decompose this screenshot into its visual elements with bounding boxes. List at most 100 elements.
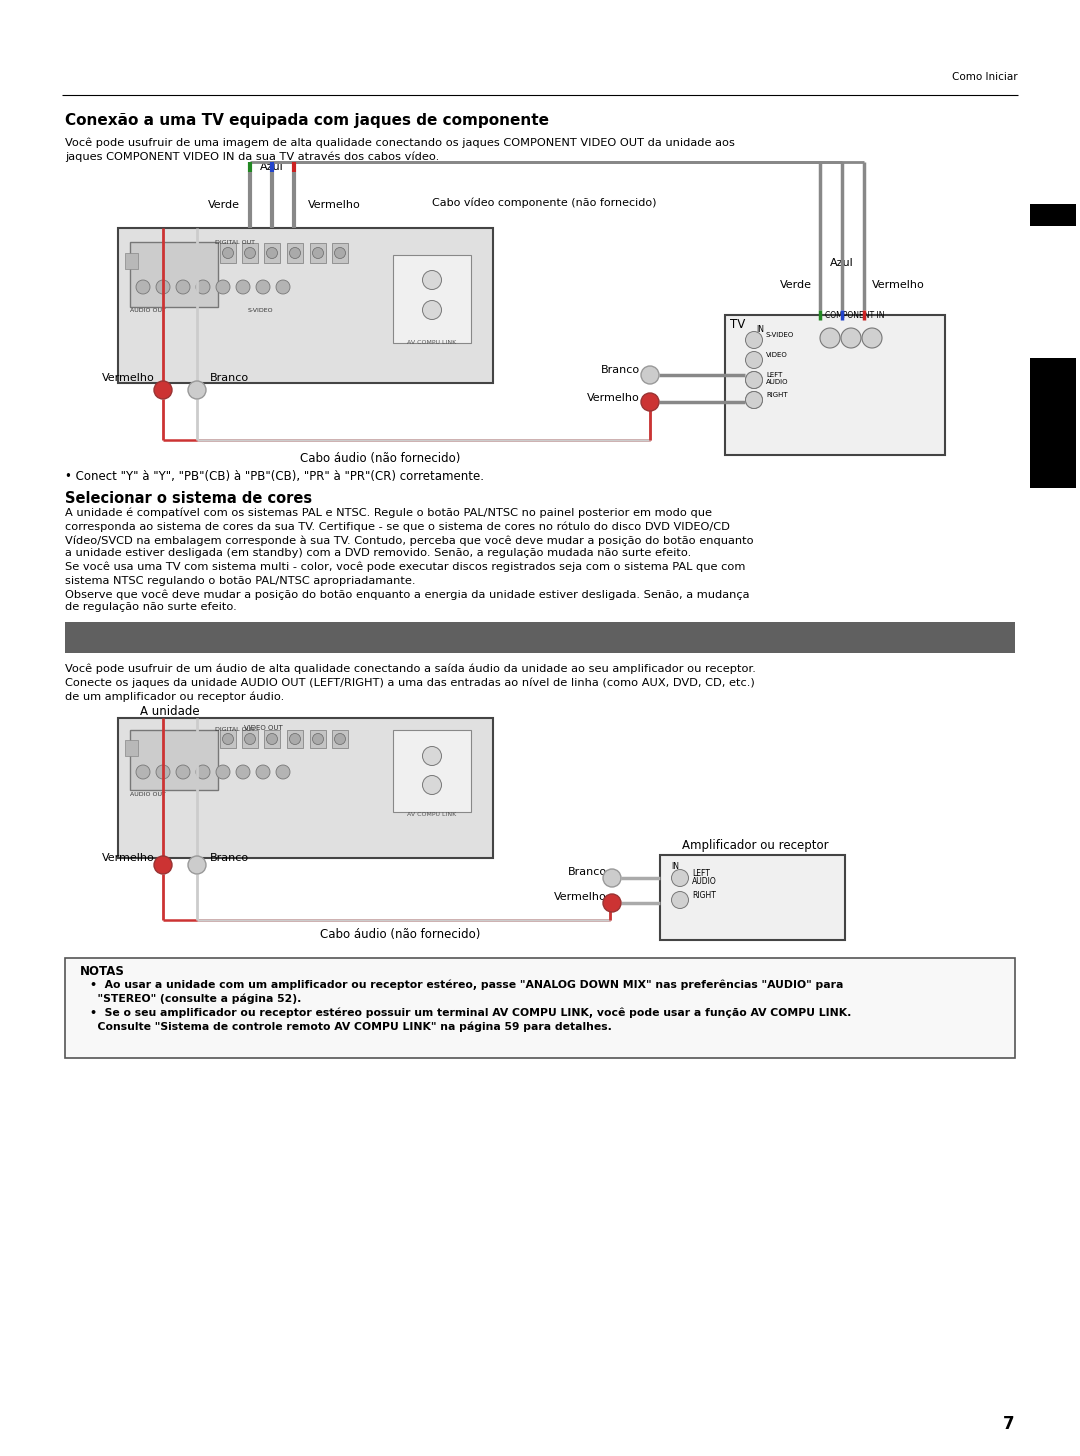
Text: Branco: Branco <box>568 866 607 877</box>
Circle shape <box>267 734 278 744</box>
Circle shape <box>289 248 300 259</box>
Text: Branco: Branco <box>210 373 249 383</box>
Text: • Conect "Y" à "Y", "PB"(CB) à "PB"(CB), "PR" à "PR"(CR) corretamente.: • Conect "Y" à "Y", "PB"(CB) à "PB"(CB),… <box>65 470 484 483</box>
Circle shape <box>862 328 882 348</box>
Bar <box>242 729 258 748</box>
Bar <box>130 242 218 307</box>
Text: VIDEO OUT: VIDEO OUT <box>244 725 282 731</box>
Text: AUDIO: AUDIO <box>766 379 788 384</box>
Text: Observe que você deve mudar a posição do botão enquanto a energia da unidade est: Observe que você deve mudar a posição do… <box>65 590 750 600</box>
Circle shape <box>195 280 210 294</box>
Text: Vermelho: Vermelho <box>872 280 924 290</box>
Text: Conectar a um amplificador/receptor áudio estéreo: Conectar a um amplificador/receptor áudi… <box>73 629 591 648</box>
Bar <box>332 243 348 264</box>
Text: Conecte os jaques da unidade AUDIO OUT (LEFT/RIGHT) a uma das entradas ao nível : Conecte os jaques da unidade AUDIO OUT (… <box>65 677 755 687</box>
Bar <box>393 255 471 344</box>
Text: Azul: Azul <box>831 258 854 268</box>
Text: Cabo áudio (não fornecido): Cabo áudio (não fornecido) <box>320 927 481 941</box>
Text: Amplificador ou receptor: Amplificador ou receptor <box>681 839 828 852</box>
Circle shape <box>136 764 150 779</box>
Text: Branco: Branco <box>600 365 640 376</box>
Text: AUDIO: AUDIO <box>692 877 717 885</box>
Circle shape <box>745 392 762 409</box>
Circle shape <box>188 856 206 874</box>
Text: TV: TV <box>730 317 745 331</box>
Circle shape <box>642 393 659 411</box>
Text: Vermelho: Vermelho <box>308 199 361 210</box>
Text: Cabo vídeo componente (não fornecido): Cabo vídeo componente (não fornecido) <box>432 197 657 208</box>
Text: Vermelho: Vermelho <box>103 373 156 383</box>
Circle shape <box>156 764 170 779</box>
Text: sistema NTSC regulando o botão PAL/NTSC apropriadamante.: sistema NTSC regulando o botão PAL/NTSC … <box>65 575 416 585</box>
Text: AV COMPU LINK: AV COMPU LINK <box>407 812 457 817</box>
Bar <box>287 729 303 748</box>
Bar <box>660 855 845 941</box>
Circle shape <box>745 351 762 368</box>
Bar <box>332 729 348 748</box>
Circle shape <box>745 332 762 348</box>
Circle shape <box>312 248 324 259</box>
Text: LEFT: LEFT <box>692 868 710 878</box>
Text: Vermelho: Vermelho <box>554 893 607 903</box>
Text: RIGHT: RIGHT <box>692 891 716 900</box>
Bar <box>393 729 471 812</box>
Circle shape <box>256 280 270 294</box>
Text: NOTAS: NOTAS <box>80 965 125 978</box>
Circle shape <box>176 280 190 294</box>
Text: S-VIDEO: S-VIDEO <box>247 309 273 313</box>
Circle shape <box>642 365 659 384</box>
Circle shape <box>244 248 256 259</box>
Circle shape <box>136 280 150 294</box>
Circle shape <box>603 894 621 911</box>
Text: RIGHT: RIGHT <box>766 392 787 397</box>
Circle shape <box>154 856 172 874</box>
Bar <box>220 729 237 748</box>
Circle shape <box>256 764 270 779</box>
Text: Se você usa uma TV com sistema multi - color, você pode executar discos registra: Se você usa uma TV com sistema multi - c… <box>65 562 745 572</box>
Text: AUDIO OUT: AUDIO OUT <box>130 792 166 796</box>
Text: Conexão a uma TV equipada com jaques de componente: Conexão a uma TV equipada com jaques de … <box>65 114 549 128</box>
Text: 7: 7 <box>1003 1415 1015 1433</box>
Circle shape <box>335 248 346 259</box>
Circle shape <box>276 280 291 294</box>
Text: jaques COMPONENT VIDEO IN da sua TV através dos cabos vídeo.: jaques COMPONENT VIDEO IN da sua TV atra… <box>65 151 440 163</box>
Bar <box>130 729 218 791</box>
Text: DIGITAL OUT: DIGITAL OUT <box>215 727 255 732</box>
Text: IN: IN <box>671 862 679 871</box>
Circle shape <box>176 764 190 779</box>
Text: Vermelho: Vermelho <box>103 853 156 863</box>
Text: DIGITAL OUT: DIGITAL OUT <box>215 240 255 245</box>
Bar <box>310 729 326 748</box>
Bar <box>1030 358 1076 488</box>
Text: Consulte "Sistema de controle remoto AV COMPU LINK" na página 59 para detalhes.: Consulte "Sistema de controle remoto AV … <box>90 1022 612 1032</box>
Text: de regulação não surte efeito.: de regulação não surte efeito. <box>65 603 237 613</box>
Text: "STEREO" (consulte a página 52).: "STEREO" (consulte a página 52). <box>90 994 301 1005</box>
Circle shape <box>745 371 762 389</box>
Text: A unidade é compatível com os sistemas PAL e NTSC. Regule o botão PAL/NTSC no pa: A unidade é compatível com os sistemas P… <box>65 508 712 518</box>
Circle shape <box>422 271 442 290</box>
Circle shape <box>603 869 621 887</box>
Circle shape <box>422 747 442 766</box>
Text: Cabo áudio (não fornecido): Cabo áudio (não fornecido) <box>300 451 460 464</box>
Circle shape <box>237 280 249 294</box>
Text: Verde: Verde <box>780 280 812 290</box>
Circle shape <box>335 734 346 744</box>
Circle shape <box>216 280 230 294</box>
Circle shape <box>672 869 689 887</box>
Circle shape <box>276 764 291 779</box>
Bar <box>264 729 280 748</box>
Bar <box>1030 204 1076 226</box>
Bar <box>65 622 1015 652</box>
Bar <box>118 718 492 858</box>
Text: IN: IN <box>756 325 764 333</box>
Circle shape <box>312 734 324 744</box>
Bar <box>220 243 237 264</box>
Text: LEFT: LEFT <box>766 371 782 379</box>
Circle shape <box>672 891 689 909</box>
Text: VIDEO: VIDEO <box>766 352 787 358</box>
Bar <box>125 253 138 269</box>
Circle shape <box>244 734 256 744</box>
Circle shape <box>841 328 861 348</box>
Circle shape <box>289 734 300 744</box>
Text: de um amplificador ou receptor áudio.: de um amplificador ou receptor áudio. <box>65 692 284 702</box>
